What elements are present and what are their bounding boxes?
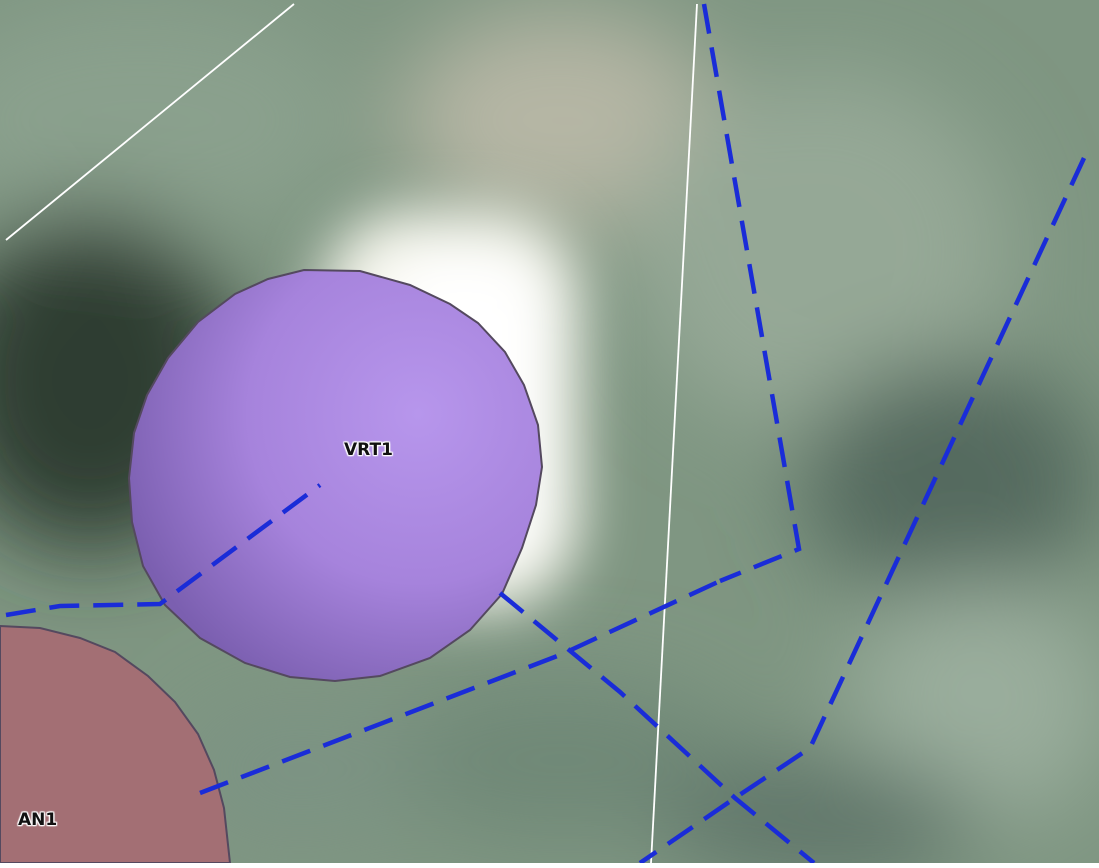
dashed-network-lines	[5, 3, 1087, 865]
vrt1-polygon[interactable]	[127, 268, 544, 683]
an1-label: AN1	[18, 810, 58, 830]
dashed-line-north	[701, 3, 802, 584]
vrt1-label: VRT1	[344, 440, 393, 460]
boundary-line-northwest	[5, 3, 295, 241]
dashed-line-southwest	[199, 578, 721, 796]
dashed-line-west	[5, 483, 322, 618]
dashed-line-diagonal	[498, 591, 816, 865]
boundary-line-vertical	[650, 3, 698, 864]
dashed-line-east	[638, 157, 1087, 865]
boundary-lines	[5, 3, 698, 864]
